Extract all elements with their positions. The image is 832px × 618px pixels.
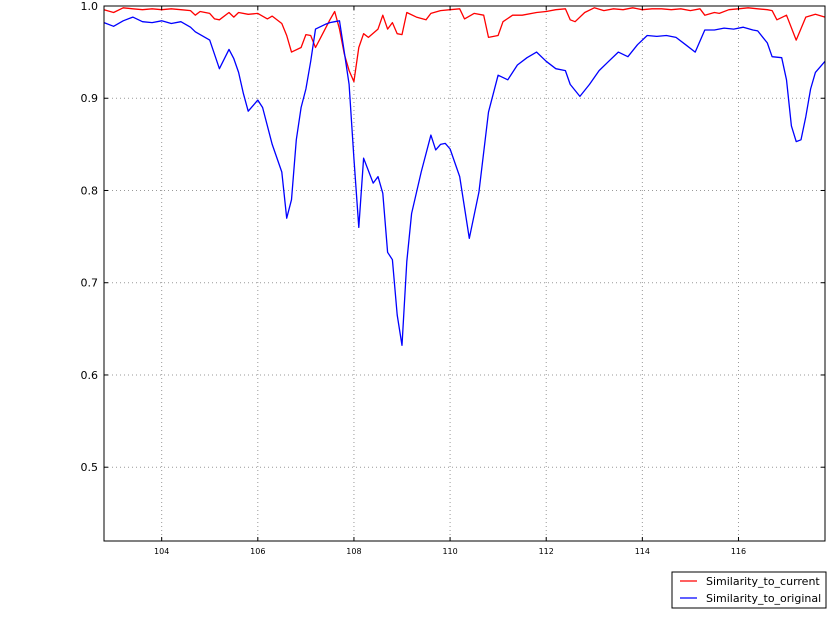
y-tick-label: 0.9 bbox=[81, 92, 99, 105]
grid-lines bbox=[104, 5, 825, 541]
legend: Similarity_to_current Similarity_to_orig… bbox=[671, 571, 827, 609]
series-line-similarity-to-current bbox=[103, 7, 826, 83]
x-tick-label: 112 bbox=[539, 547, 554, 556]
y-tick-label: 0.6 bbox=[81, 369, 99, 382]
y-tick-labels: 0.5 0.6 0.7 0.8 0.9 1.0 bbox=[81, 0, 99, 474]
y-tick-label: 0.7 bbox=[81, 277, 99, 290]
y-tick-label: 0.8 bbox=[81, 184, 99, 197]
y-tick-label: 1.0 bbox=[81, 0, 99, 13]
y-tick-label: 0.5 bbox=[81, 461, 99, 474]
series-lines bbox=[103, 7, 826, 347]
x-tick-label: 110 bbox=[442, 547, 457, 556]
legend-box bbox=[671, 571, 827, 609]
x-tick-label: 108 bbox=[346, 547, 361, 556]
x-tick-label: 114 bbox=[635, 547, 650, 556]
series-line-similarity-to-original bbox=[103, 16, 826, 347]
x-tick-label: 106 bbox=[250, 547, 265, 556]
plot-frame bbox=[103, 5, 826, 542]
x-tick-label: 116 bbox=[731, 547, 746, 556]
legend-label-original: Similarity_to_original bbox=[706, 592, 821, 605]
x-tick-labels: 104 106 108 110 112 114 116 bbox=[154, 547, 746, 556]
axis-ticks bbox=[104, 5, 825, 541]
x-tick-label: 104 bbox=[154, 547, 169, 556]
legend-label-current: Similarity_to_current bbox=[706, 575, 820, 588]
